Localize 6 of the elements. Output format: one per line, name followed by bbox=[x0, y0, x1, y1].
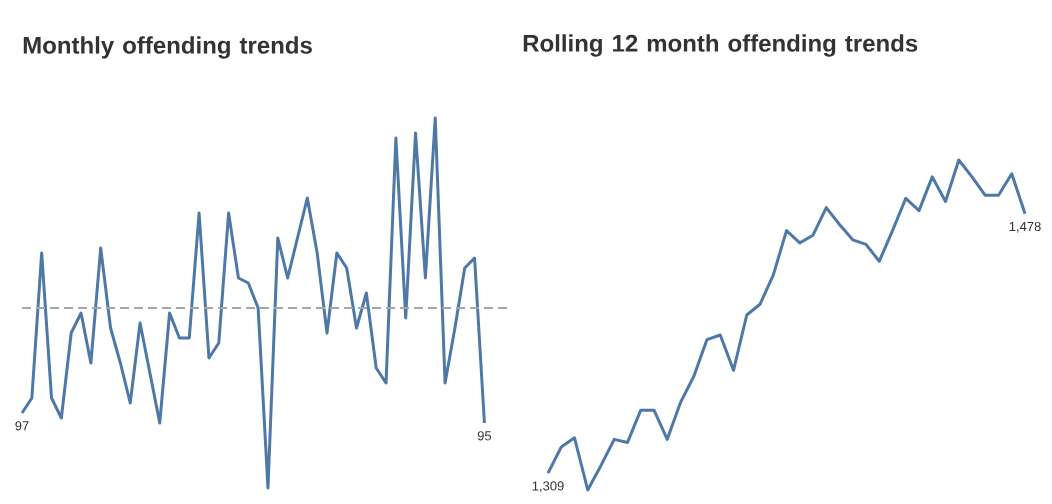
data-label: 1,478 bbox=[1009, 221, 1041, 233]
data-label: 97 bbox=[15, 421, 29, 431]
chart-title: Rolling 12 month offending trends bbox=[523, 34, 918, 57]
data-label: 95 bbox=[477, 431, 492, 441]
data-label: 1,309 bbox=[532, 481, 564, 493]
chart-title: Monthly offending trends bbox=[23, 36, 312, 59]
